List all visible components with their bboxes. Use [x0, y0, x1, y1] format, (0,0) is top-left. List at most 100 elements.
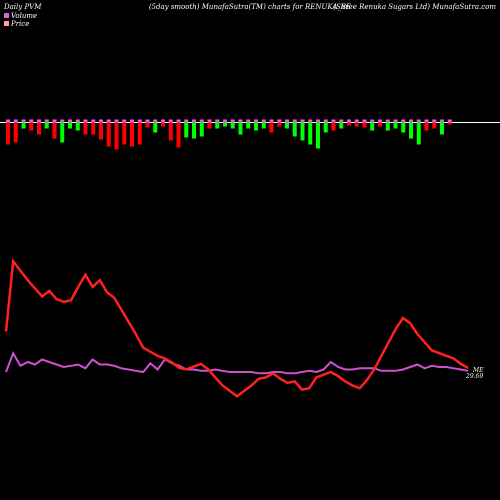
volume-bar	[409, 122, 413, 139]
volume-bar-cap	[114, 119, 119, 123]
volume-bar-cap	[285, 119, 289, 123]
volume-bar	[75, 122, 80, 131]
volume-legend-label: Volume	[11, 12, 37, 20]
volume-bar	[261, 122, 266, 129]
volume-bar	[6, 122, 10, 145]
price-legend-label: Price	[10, 20, 29, 28]
volume-bar	[29, 122, 34, 131]
volume-bar	[130, 122, 134, 147]
volume-bar-cap	[440, 119, 444, 123]
volume-bar-cap	[308, 119, 313, 123]
volume-bar	[416, 122, 421, 145]
volume-bar	[207, 122, 212, 129]
volume-bar-cap	[362, 119, 367, 123]
volume-bar	[223, 122, 227, 127]
volume-bar	[215, 122, 220, 129]
volume-bar-cap	[153, 119, 158, 123]
volume-bar	[331, 122, 336, 131]
volume-bar	[60, 122, 65, 143]
volume-bar-cap	[254, 119, 258, 123]
volume-bar-cap	[199, 119, 204, 123]
volume-bar	[401, 122, 406, 133]
volume-bar	[184, 122, 189, 138]
volume-bar-cap	[261, 119, 266, 123]
volume-bar	[254, 122, 258, 131]
end-label-top: ME	[472, 367, 484, 374]
volume-bar-cap	[60, 119, 65, 123]
volume-bar	[378, 122, 382, 127]
volume-bar-cap	[137, 119, 142, 123]
volume-bar	[153, 122, 158, 133]
volume-bar-cap	[393, 119, 398, 123]
volume-bar-cap	[447, 119, 452, 123]
volume-bar-cap	[277, 119, 282, 123]
chart-title: (5day smooth) MunafaSutra(TM) charts for…	[149, 3, 351, 11]
volume-bar	[145, 122, 150, 128]
volume-bar	[238, 122, 243, 135]
volume-bar	[362, 122, 367, 128]
volume-bar-cap	[385, 119, 390, 123]
volume-bar-cap	[424, 119, 429, 123]
volume-bar	[99, 122, 103, 140]
volume-bar-cap	[21, 119, 26, 123]
volume-bar-cap	[215, 119, 220, 123]
volume-bar-cap	[347, 119, 351, 123]
volume-bar	[323, 122, 328, 133]
volume-bar	[347, 122, 351, 126]
volume-bar	[447, 122, 452, 125]
volume-bar	[277, 122, 282, 127]
volume-bar-cap	[269, 119, 274, 123]
volume-bar	[300, 122, 305, 141]
volume-bar-cap	[292, 119, 297, 123]
volume-bar-cap	[99, 119, 103, 123]
volume-bar-cap	[370, 119, 375, 123]
volume-bar	[269, 122, 274, 133]
volume-bar	[68, 122, 72, 129]
volume-bar	[230, 122, 235, 129]
volume-bar	[308, 122, 313, 145]
volume-bar	[168, 122, 173, 141]
volume-line	[5, 350, 469, 375]
price-line	[4, 258, 469, 398]
volume-bar-cap	[13, 119, 18, 123]
volume-bar	[137, 122, 142, 145]
volume-bar	[91, 122, 96, 135]
volume-legend-swatch	[4, 13, 9, 18]
volume-bar-cap	[316, 119, 320, 123]
volume-bar-cap	[300, 119, 305, 123]
volume-bar-cap	[52, 119, 57, 123]
volume-bar	[21, 122, 26, 129]
volume-bar	[285, 122, 289, 129]
volume-bar-cap	[68, 119, 72, 123]
volume-bar	[339, 122, 344, 129]
volume-bar	[424, 122, 429, 131]
volume-bar	[13, 122, 18, 143]
volume-bar-cap	[230, 119, 235, 123]
volume-bar-cap	[130, 119, 134, 123]
volume-bar-cap	[168, 119, 173, 123]
volume-bar-cap	[106, 119, 111, 123]
volume-bar-cap	[323, 119, 328, 123]
volume-bar	[161, 122, 165, 127]
volume-bar	[52, 122, 57, 139]
volume-bar-cap	[122, 119, 127, 123]
volume-bar-cap	[145, 119, 150, 123]
volume-bar	[354, 122, 359, 127]
volume-bar-cap	[378, 119, 382, 123]
volume-bar	[393, 122, 398, 129]
volume-bar	[44, 122, 49, 129]
volume-bar-cap	[44, 119, 49, 123]
volume-bar	[246, 122, 251, 129]
volume-bar-cap	[354, 119, 359, 123]
volume-bar-cap	[184, 119, 189, 123]
volume-bar-cap	[83, 119, 88, 123]
volume-bar-cap	[29, 119, 34, 123]
volume-bar	[292, 122, 297, 137]
price-legend-swatch	[4, 21, 9, 26]
volume-bar	[385, 122, 390, 131]
volume-bar-cap	[91, 119, 96, 123]
volume-bar	[176, 122, 181, 148]
volume-bar-cap	[161, 119, 165, 123]
volume-bars	[6, 119, 452, 150]
